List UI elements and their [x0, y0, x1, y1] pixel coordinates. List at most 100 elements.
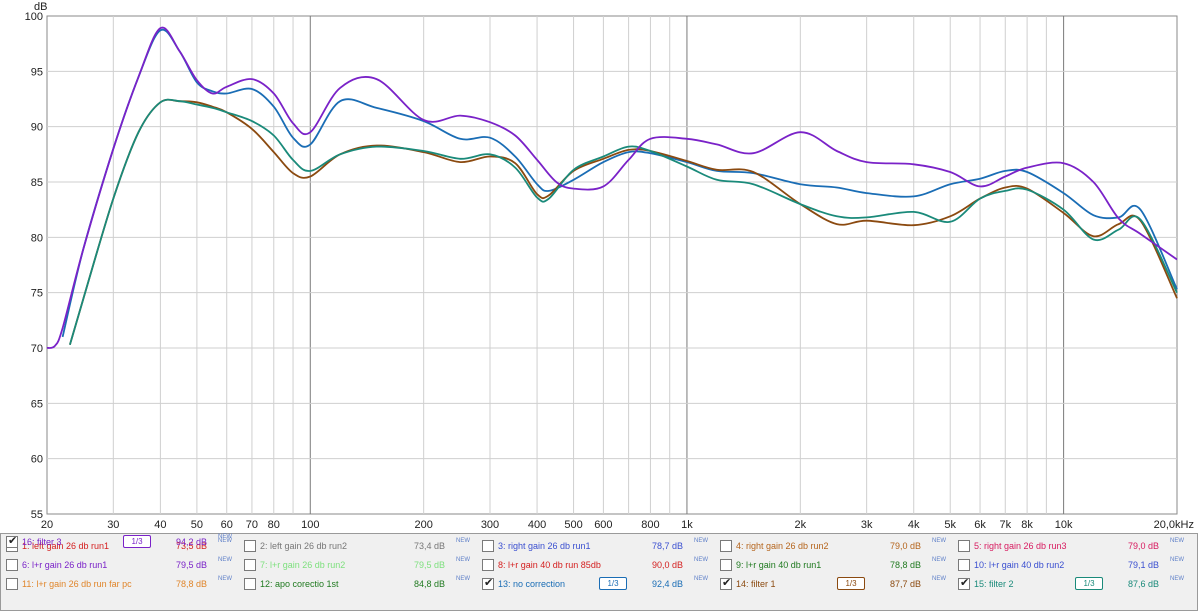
y-tick-label: 60 — [31, 454, 43, 466]
y-axis-ticks: 55 60 65 70 75 80 85 90 95 100 — [25, 11, 43, 521]
legend-value: 73,4 dB — [414, 541, 446, 551]
legend-item: 9: l+r gain 40 db run1 78,8 dB NEW — [715, 557, 951, 575]
legend-label: 8: l+r gain 40 db run 85db — [498, 560, 601, 570]
new-tag: NEW — [1170, 557, 1184, 563]
plot-area — [46, 15, 1178, 515]
x-tick-label: 300 — [481, 519, 499, 531]
legend-label: 16: filter 3 — [22, 537, 62, 547]
smoothing-button[interactable]: 1/3 — [1075, 577, 1103, 590]
x-tick-label: 100 — [301, 519, 319, 531]
smoothing-button[interactable]: 1/3 — [599, 577, 627, 590]
legend-checkbox[interactable]: ✔ — [482, 577, 494, 590]
legend-item: ✔ 14: filter 1 1/3 87,7 dB NEW — [715, 576, 951, 594]
x-tick-label: 20 — [41, 519, 53, 531]
legend-label: 5: right gain 26 db run3 — [974, 541, 1067, 551]
legend-label: 14: filter 1 — [736, 579, 776, 589]
legend-item: 2: left gain 26 db run2 73,4 dB NEW — [239, 538, 475, 556]
y-tick-label: 70 — [31, 343, 43, 355]
legend-item: ✔ 13: no correction 1/3 92,4 dB NEW — [477, 576, 713, 594]
legend-checkbox[interactable] — [482, 540, 494, 552]
legend-label: 9: l+r gain 40 db run1 — [736, 560, 822, 570]
y-axis-label: dB — [34, 1, 47, 13]
y-tick-label: 80 — [31, 232, 43, 244]
legend-item: 11: l+r gain 26 db run far pc 78,8 dB NEW — [1, 576, 237, 594]
legend-checkbox[interactable]: ✔ — [958, 577, 970, 590]
smoothing-button[interactable]: 1/3 — [837, 577, 865, 590]
new-tag: NEW — [1170, 576, 1184, 582]
legend-label: 1: left gain 26 db run1 — [22, 541, 110, 551]
legend-panel: 1: left gain 26 db run1 73,5 dB NEW 2: left… — [0, 533, 1198, 611]
legend-checkbox[interactable] — [482, 559, 494, 571]
checkmark-icon: ✔ — [8, 535, 18, 547]
x-tick-label: 10k — [1055, 519, 1073, 531]
legend-value: 84,8 dB — [414, 579, 446, 589]
legend-value: 79,1 dB — [1128, 560, 1160, 570]
legend-item: 5: right gain 26 db run3 79,0 dB NEW — [953, 538, 1189, 556]
legend-label: 13: no correction — [498, 579, 566, 589]
legend-checkbox[interactable] — [958, 540, 970, 552]
legend-label: 2: left gain 26 db run2 — [260, 541, 348, 551]
x-tick-label: 200 — [414, 519, 432, 531]
legend-value: 78,7 dB — [652, 541, 684, 551]
series-line — [61, 28, 1178, 338]
legend-item: 4: right gain 26 db run2 79,0 dB NEW — [715, 538, 951, 556]
new-tag: NEW — [932, 576, 946, 582]
y-tick-label: 75 — [31, 288, 43, 300]
smoothing-button[interactable]: 1/3 — [123, 535, 151, 548]
legend-item: 6: l+r gain 26 db run1 79,5 dB NEW — [1, 557, 237, 575]
new-tag: NEW — [694, 576, 708, 582]
x-tick-label: 400 — [528, 519, 546, 531]
x-tick-label: 70 — [246, 519, 258, 531]
legend-item: 7: l+r gain 26 db run2 79,5 dB NEW — [239, 557, 475, 575]
legend-label: 4: right gain 26 db run2 — [736, 541, 829, 551]
legend-checkbox[interactable]: ✔ — [720, 577, 732, 590]
legend-value: 78,8 dB — [176, 579, 208, 589]
x-tick-label: 2k — [795, 519, 807, 531]
legend-value: 87,6 dB — [1128, 579, 1160, 589]
legend-checkbox[interactable] — [244, 559, 256, 571]
checkmark-icon: ✔ — [484, 577, 494, 589]
x-tick-label: 8k — [1021, 519, 1033, 531]
y-tick-label: 100 — [25, 11, 43, 23]
series-line — [69, 98, 1178, 345]
legend-checkbox[interactable] — [720, 540, 732, 552]
legend-label: 3: right gain 26 db run1 — [498, 541, 591, 551]
new-tag: NEW — [218, 534, 232, 540]
legend-item: ✔ 15: filter 2 1/3 87,6 dB NEW — [953, 576, 1189, 594]
x-tick-label: 4k — [908, 519, 920, 531]
legend-item: 10: l+r gain 40 db run2 79,1 dB NEW — [953, 557, 1189, 575]
y-tick-label: 85 — [31, 177, 43, 189]
legend-value: 78,8 dB — [890, 560, 922, 570]
x-tick-label: 60 — [221, 519, 233, 531]
legend-label: 6: l+r gain 26 db run1 — [22, 560, 108, 570]
legend-label: 11: l+r gain 26 db run far pc — [22, 579, 132, 589]
series-line — [69, 98, 1178, 345]
x-axis-ticks: 20 30 40 50 60 70 80 100 200 300 400 500 600 800 1k 2k 3… — [41, 519, 1194, 531]
x-tick-label: 20,0kHz — [1154, 519, 1194, 531]
checkmark-icon: ✔ — [960, 577, 970, 589]
response-curves — [46, 26, 1178, 349]
legend-value: 94,2 dB — [176, 537, 208, 547]
x-tick-label: 1k — [681, 519, 693, 531]
legend-value: 92,4 dB — [652, 579, 684, 589]
new-tag: NEW — [218, 538, 232, 544]
legend-value: 73,5 dB — [176, 541, 208, 551]
legend-checkbox[interactable] — [720, 559, 732, 571]
legend-checkbox[interactable] — [244, 540, 256, 552]
legend-checkbox[interactable] — [244, 578, 256, 590]
legend-value: 79,5 dB — [414, 560, 446, 570]
y-tick-label: 55 — [31, 509, 43, 521]
y-tick-label: 65 — [31, 398, 43, 410]
x-tick-label: 5k — [944, 519, 956, 531]
new-tag: NEW — [218, 576, 232, 582]
legend-checkbox[interactable]: ✔ — [6, 535, 18, 548]
legend-label: 15: filter 2 — [974, 579, 1014, 589]
legend-label: 12: apo corectio 1st — [260, 579, 339, 589]
legend-item: ✔ 16: filter 3 1/3 94,2 dB NEW — [1, 534, 237, 552]
legend-value: 79,5 dB — [176, 560, 208, 570]
legend-checkbox[interactable] — [958, 559, 970, 571]
new-tag: NEW — [1170, 538, 1184, 544]
new-tag: NEW — [456, 557, 470, 563]
legend-checkbox[interactable] — [6, 559, 18, 571]
legend-checkbox[interactable] — [6, 578, 18, 590]
